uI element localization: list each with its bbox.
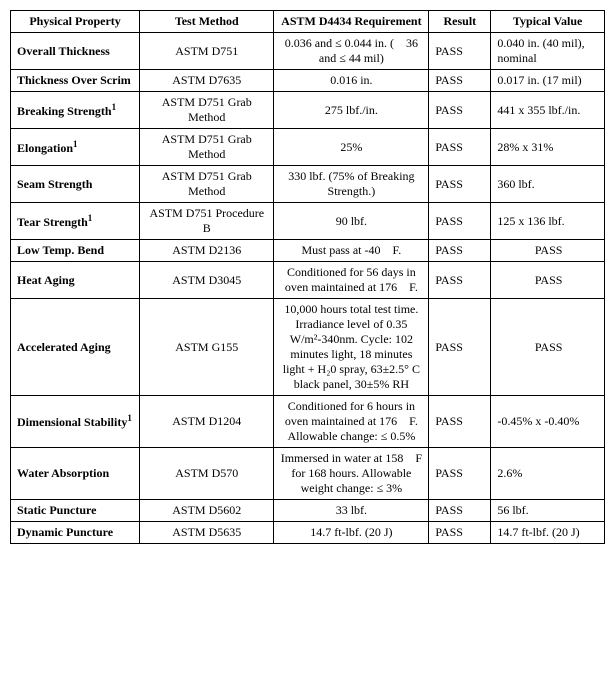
- header-method: Test Method: [140, 11, 274, 33]
- method-cell: ASTM D751: [140, 33, 274, 70]
- table-row: Dynamic PunctureASTM D563514.7 ft-lbf. (…: [11, 522, 605, 544]
- typical-cell: 360 lbf.: [491, 166, 605, 203]
- requirement-cell: 10,000 hours total test time. Irradiance…: [274, 299, 429, 396]
- result-cell: PASS: [429, 92, 491, 129]
- property-cell: Static Puncture: [11, 500, 140, 522]
- property-cell: Water Absorption: [11, 448, 140, 500]
- property-cell: Seam Strength: [11, 166, 140, 203]
- table-row: Seam StrengthASTM D751 Grab Method330 lb…: [11, 166, 605, 203]
- requirement-cell: Conditioned for 6 hours in oven maintain…: [274, 396, 429, 448]
- method-cell: ASTM G155: [140, 299, 274, 396]
- property-cell: Accelerated Aging: [11, 299, 140, 396]
- header-typical: Typical Value: [491, 11, 605, 33]
- requirement-cell: Conditioned for 56 days in oven maintain…: [274, 262, 429, 299]
- result-cell: PASS: [429, 500, 491, 522]
- header-result: Result: [429, 11, 491, 33]
- table-row: Accelerated AgingASTM G15510,000 hours t…: [11, 299, 605, 396]
- table-row: Elongation1ASTM D751 Grab Method25%PASS2…: [11, 129, 605, 166]
- table-row: Thickness Over ScrimASTM D76350.016 in.P…: [11, 70, 605, 92]
- table-row: Overall ThicknessASTM D7510.036 and ≤ 0.…: [11, 33, 605, 70]
- spec-table: Physical Property Test Method ASTM D4434…: [10, 10, 605, 544]
- requirement-cell: Must pass at -40 F.: [274, 240, 429, 262]
- footnote-sup: 1: [88, 213, 93, 223]
- footnote-sup: 1: [112, 102, 117, 112]
- requirement-cell: 0.016 in.: [274, 70, 429, 92]
- method-cell: ASTM D5635: [140, 522, 274, 544]
- method-cell: ASTM D751 Grab Method: [140, 129, 274, 166]
- method-cell: ASTM D7635: [140, 70, 274, 92]
- method-cell: ASTM D3045: [140, 262, 274, 299]
- typical-cell: 0.040 in. (40 mil), nominal: [491, 33, 605, 70]
- method-cell: ASTM D751 Grab Method: [140, 92, 274, 129]
- requirement-cell: 14.7 ft-lbf. (20 J): [274, 522, 429, 544]
- requirement-cell: 275 lbf./in.: [274, 92, 429, 129]
- typical-cell: PASS: [491, 299, 605, 396]
- method-cell: ASTM D751 Procedure B: [140, 203, 274, 240]
- property-cell: Elongation1: [11, 129, 140, 166]
- property-cell: Tear Strength1: [11, 203, 140, 240]
- table-row: Low Temp. BendASTM D2136Must pass at -40…: [11, 240, 605, 262]
- requirement-cell: 25%: [274, 129, 429, 166]
- requirement-cell: Immersed in water at 158 F for 168 hours…: [274, 448, 429, 500]
- typical-cell: -0.45% x -0.40%: [491, 396, 605, 448]
- method-cell: ASTM D570: [140, 448, 274, 500]
- header-requirement: ASTM D4434 Requirement: [274, 11, 429, 33]
- result-cell: PASS: [429, 522, 491, 544]
- result-cell: PASS: [429, 203, 491, 240]
- result-cell: PASS: [429, 396, 491, 448]
- table-row: Dimensional Stability1ASTM D1204Conditio…: [11, 396, 605, 448]
- method-cell: ASTM D1204: [140, 396, 274, 448]
- requirement-cell: 330 lbf. (75% of Breaking Strength.): [274, 166, 429, 203]
- typical-cell: 2.6%: [491, 448, 605, 500]
- header-row: Physical Property Test Method ASTM D4434…: [11, 11, 605, 33]
- footnote-sup: 1: [73, 139, 78, 149]
- typical-cell: 0.017 in. (17 mil): [491, 70, 605, 92]
- table-row: Tear Strength1ASTM D751 Procedure B90 lb…: [11, 203, 605, 240]
- table-row: Heat AgingASTM D3045Conditioned for 56 d…: [11, 262, 605, 299]
- result-cell: PASS: [429, 262, 491, 299]
- result-cell: PASS: [429, 448, 491, 500]
- result-cell: PASS: [429, 240, 491, 262]
- method-cell: ASTM D5602: [140, 500, 274, 522]
- typical-cell: 441 x 355 lbf./in.: [491, 92, 605, 129]
- result-cell: PASS: [429, 70, 491, 92]
- table-body: Overall ThicknessASTM D7510.036 and ≤ 0.…: [11, 33, 605, 544]
- method-cell: ASTM D2136: [140, 240, 274, 262]
- typical-cell: 125 x 136 lbf.: [491, 203, 605, 240]
- footnote-sup: 1: [127, 413, 132, 423]
- property-cell: Thickness Over Scrim: [11, 70, 140, 92]
- typical-cell: 14.7 ft-lbf. (20 J): [491, 522, 605, 544]
- property-cell: Dimensional Stability1: [11, 396, 140, 448]
- result-cell: PASS: [429, 166, 491, 203]
- result-cell: PASS: [429, 299, 491, 396]
- typical-cell: 56 lbf.: [491, 500, 605, 522]
- table-row: Breaking Strength1ASTM D751 Grab Method2…: [11, 92, 605, 129]
- method-cell: ASTM D751 Grab Method: [140, 166, 274, 203]
- header-property: Physical Property: [11, 11, 140, 33]
- result-cell: PASS: [429, 33, 491, 70]
- typical-cell: 28% x 31%: [491, 129, 605, 166]
- requirement-cell: 90 lbf.: [274, 203, 429, 240]
- property-cell: Overall Thickness: [11, 33, 140, 70]
- requirement-cell: 0.036 and ≤ 0.044 in. ( 36 and ≤ 44 mil): [274, 33, 429, 70]
- property-cell: Low Temp. Bend: [11, 240, 140, 262]
- requirement-cell: 33 lbf.: [274, 500, 429, 522]
- typical-cell: PASS: [491, 240, 605, 262]
- result-cell: PASS: [429, 129, 491, 166]
- property-cell: Breaking Strength1: [11, 92, 140, 129]
- table-row: Water AbsorptionASTM D570Immersed in wat…: [11, 448, 605, 500]
- property-cell: Dynamic Puncture: [11, 522, 140, 544]
- table-row: Static PunctureASTM D560233 lbf.PASS56 l…: [11, 500, 605, 522]
- property-cell: Heat Aging: [11, 262, 140, 299]
- typical-cell: PASS: [491, 262, 605, 299]
